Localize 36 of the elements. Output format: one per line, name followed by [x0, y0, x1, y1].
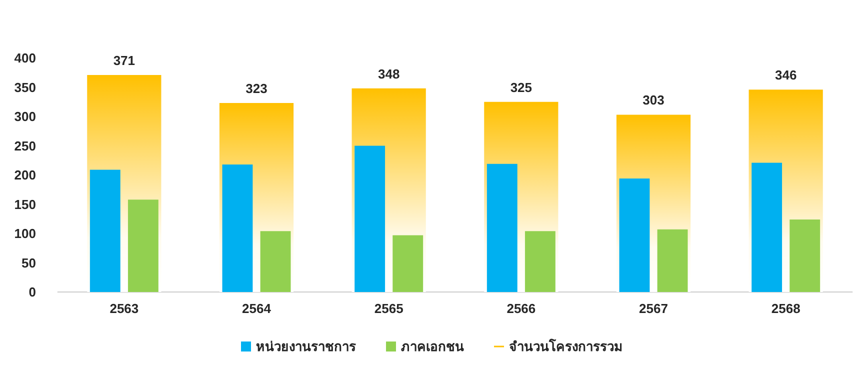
data-label: 325 [510, 80, 532, 95]
bar [90, 170, 120, 292]
y-tick-label: 200 [14, 168, 36, 182]
data-label: 303 [642, 92, 664, 108]
legend-label: หน่วยงานราชการ [256, 339, 356, 354]
y-tick-label: 400 [14, 50, 36, 66]
bar [619, 178, 650, 292]
bar [486, 164, 518, 292]
y-tick-label: 100 [14, 226, 36, 241]
y-tick-label: 0 [28, 284, 36, 300]
x-tick-label: 2566 [506, 301, 536, 316]
x-tick-label: 2568 [771, 301, 800, 316]
x-tick-label: 2565 [374, 301, 404, 316]
data-label: 323 [246, 81, 268, 96]
data-label: 346 [774, 68, 797, 83]
bar [260, 231, 291, 292]
bar [752, 162, 782, 292]
x-tick-label: 2563 [110, 301, 139, 316]
data-label: 348 [378, 66, 400, 82]
x-tick-label: 2564 [242, 301, 272, 316]
bar [354, 146, 386, 292]
bar [657, 229, 688, 292]
y-tick-label: 300 [14, 109, 36, 124]
x-tick-label: 2567 [639, 301, 668, 316]
data-label: 371 [113, 52, 136, 68]
legend-label: จำนวนโครงการรวม [509, 338, 623, 354]
bar [392, 235, 424, 292]
y-tick-label: 250 [14, 138, 36, 154]
bar [222, 164, 253, 292]
y-tick-label: 150 [14, 196, 36, 212]
legend-label: ภาคเอกชน [401, 339, 464, 354]
bar [128, 200, 158, 292]
y-tick-label: 350 [14, 80, 36, 95]
bar [790, 219, 820, 292]
bar [524, 231, 556, 292]
y-tick-label: 50 [22, 255, 36, 270]
